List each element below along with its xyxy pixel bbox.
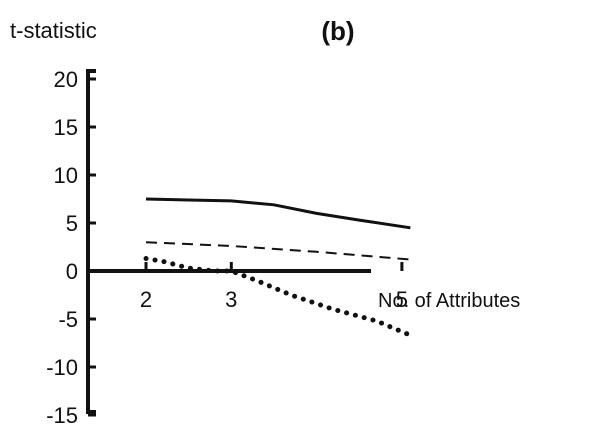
y-tick-label: 10 <box>54 163 78 188</box>
y-axis-title: t-statistic <box>10 18 97 43</box>
y-tick-label: 5 <box>66 211 78 236</box>
y-tick-label: 0 <box>66 259 78 284</box>
chart-title: (b) <box>321 16 354 46</box>
dashed-series-line <box>145 241 411 261</box>
dotted-series-line <box>143 256 413 338</box>
x-tick-label: 2 <box>140 287 152 312</box>
y-tick-label: 15 <box>54 115 78 140</box>
y-tick-label: -10 <box>46 355 78 380</box>
x-tick-label: 3 <box>225 287 237 312</box>
x-tick-label: 5 <box>396 287 408 312</box>
y-tick-label: 20 <box>54 67 78 92</box>
y-tick-label: -15 <box>46 403 78 428</box>
solid-series-line <box>145 197 411 230</box>
y-tick-label: -5 <box>58 307 78 332</box>
x-axis-title: No. of Attributes <box>378 290 520 312</box>
